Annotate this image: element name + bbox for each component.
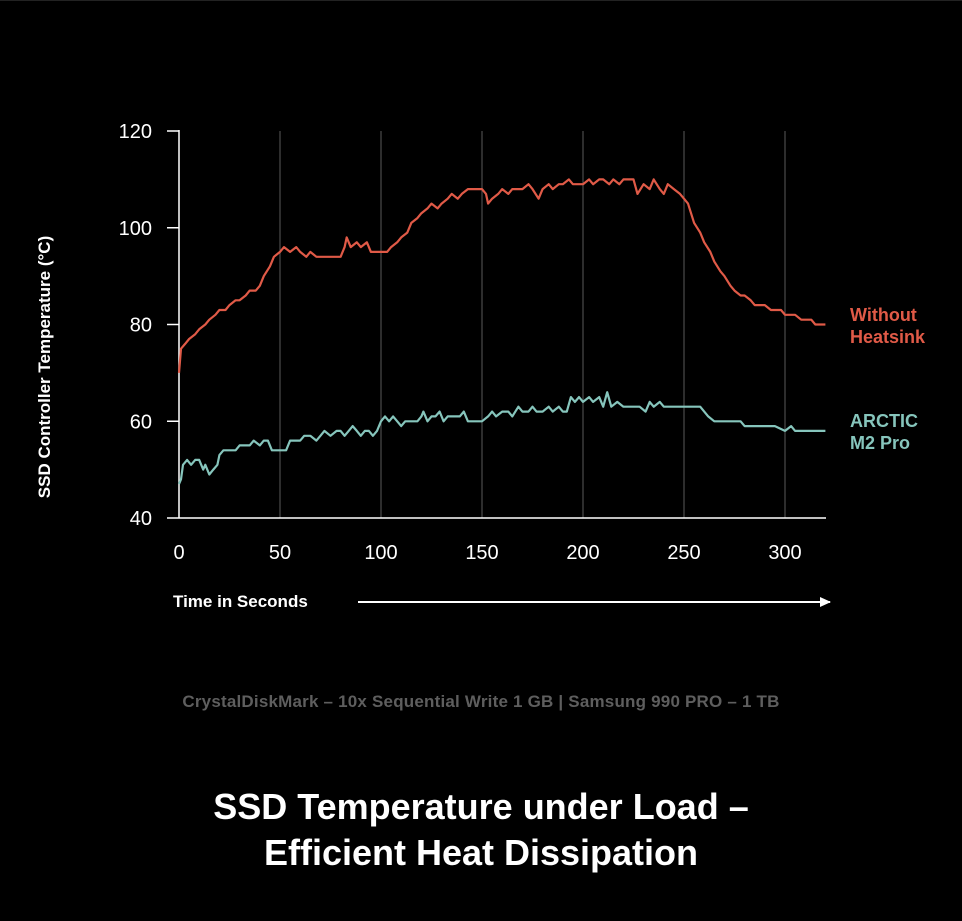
y-axis-title: SSD Controller Temperature (°C) — [35, 236, 54, 498]
series-line-without-heatsink — [177, 178, 826, 373]
x-tick-label-150: 150 — [465, 542, 498, 564]
x-tick-label-300: 300 — [768, 542, 801, 564]
y-tick-label-100: 100 — [119, 218, 152, 240]
x-tick-label-200: 200 — [566, 542, 599, 564]
axis-layer — [167, 130, 826, 519]
y-tick-label-40: 40 — [130, 508, 152, 530]
x-tick-label-0: 0 — [173, 542, 184, 564]
title-line-1: SSD Temperature under Load – — [213, 786, 749, 827]
label-layer: 40 60 80 100 120 0 50 100 150 200 250 300 WithoutHea… — [119, 121, 926, 564]
legend-label-arctic-m2-pro-1: ARCTIC — [850, 411, 918, 431]
x-axis-title: Time in Seconds — [173, 592, 308, 611]
grid-layer — [279, 131, 786, 518]
series-line-arctic-m2-pro — [177, 391, 826, 485]
title-line-2: Efficient Heat Dissipation — [263, 832, 699, 873]
legend-label-arctic-m2-pro-2: M2 Pro — [850, 433, 910, 453]
page-title: SSD Temperature under Load – Efficient H… — [0, 784, 962, 876]
y-tick-label-60: 60 — [130, 411, 152, 433]
x-tick-label-250: 250 — [667, 542, 700, 564]
y-tick-label-120: 120 — [119, 121, 152, 143]
chart-subtitle: CrystalDiskMark – 10x Sequential Write 1… — [182, 692, 780, 711]
legend-label-without-heatsink-1: Without — [850, 305, 917, 325]
y-tick-label-80: 80 — [130, 315, 152, 337]
series-layer — [177, 178, 826, 485]
legend-label-without-heatsink-2: Heatsink — [850, 327, 926, 347]
x-tick-label-100: 100 — [364, 542, 397, 564]
x-tick-label-50: 50 — [269, 542, 291, 564]
